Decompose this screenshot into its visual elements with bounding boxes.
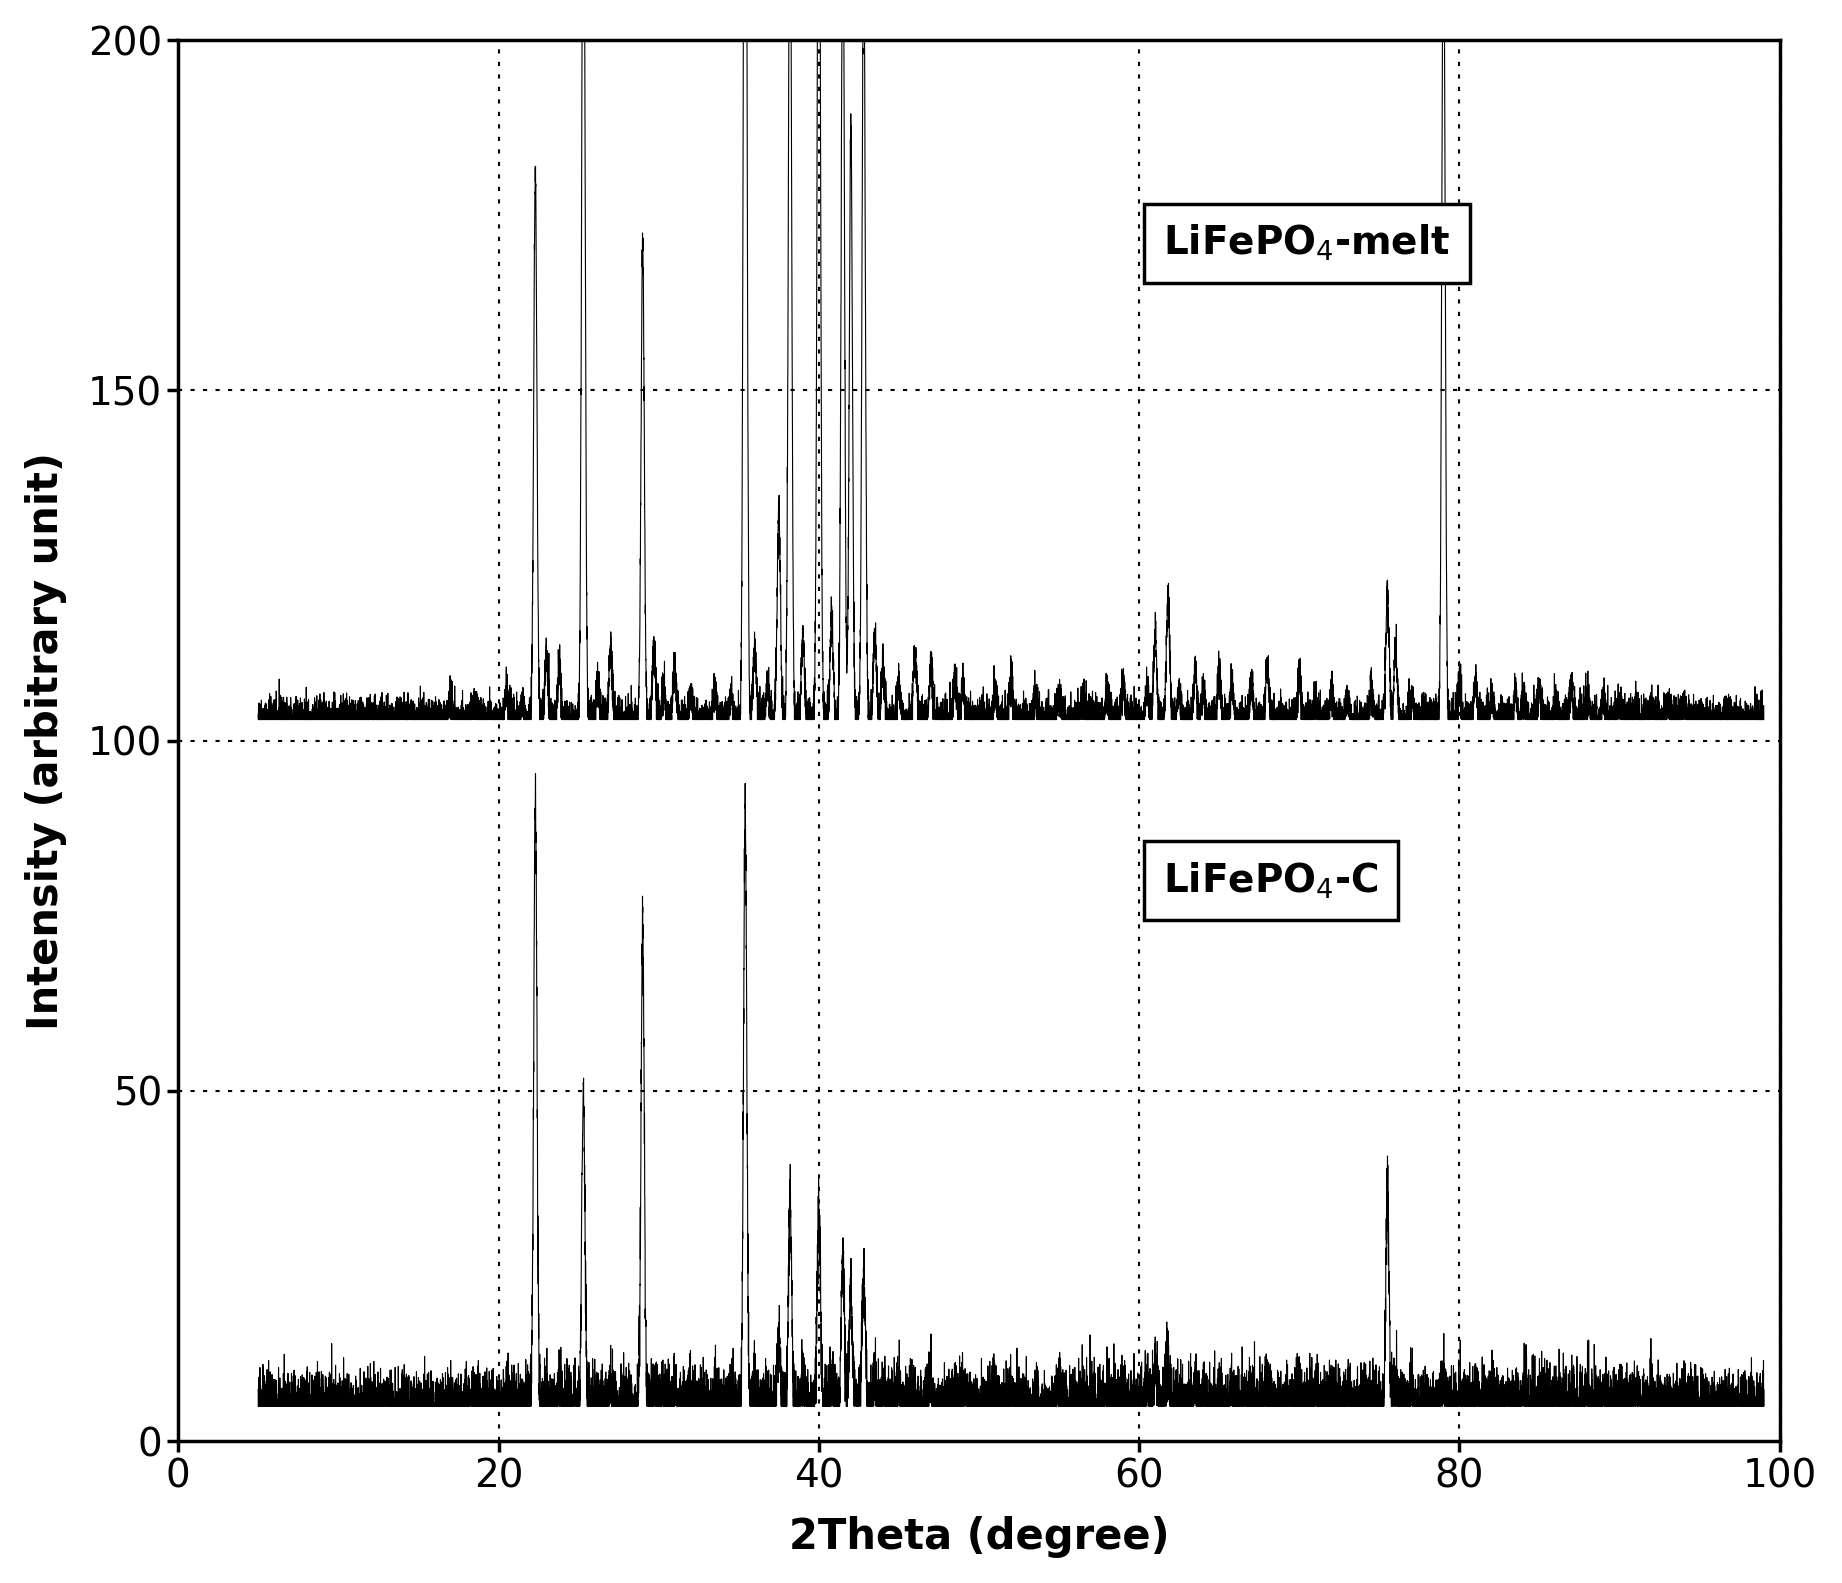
X-axis label: 2Theta (degree): 2Theta (degree) (788, 1517, 1170, 1558)
Text: LiFePO$_{4}$-C: LiFePO$_{4}$-C (1162, 861, 1378, 901)
Y-axis label: Intensity (arbitrary unit): Intensity (arbitrary unit) (26, 451, 66, 1029)
Text: LiFePO$_{4}$-melt: LiFePO$_{4}$-melt (1162, 223, 1450, 263)
